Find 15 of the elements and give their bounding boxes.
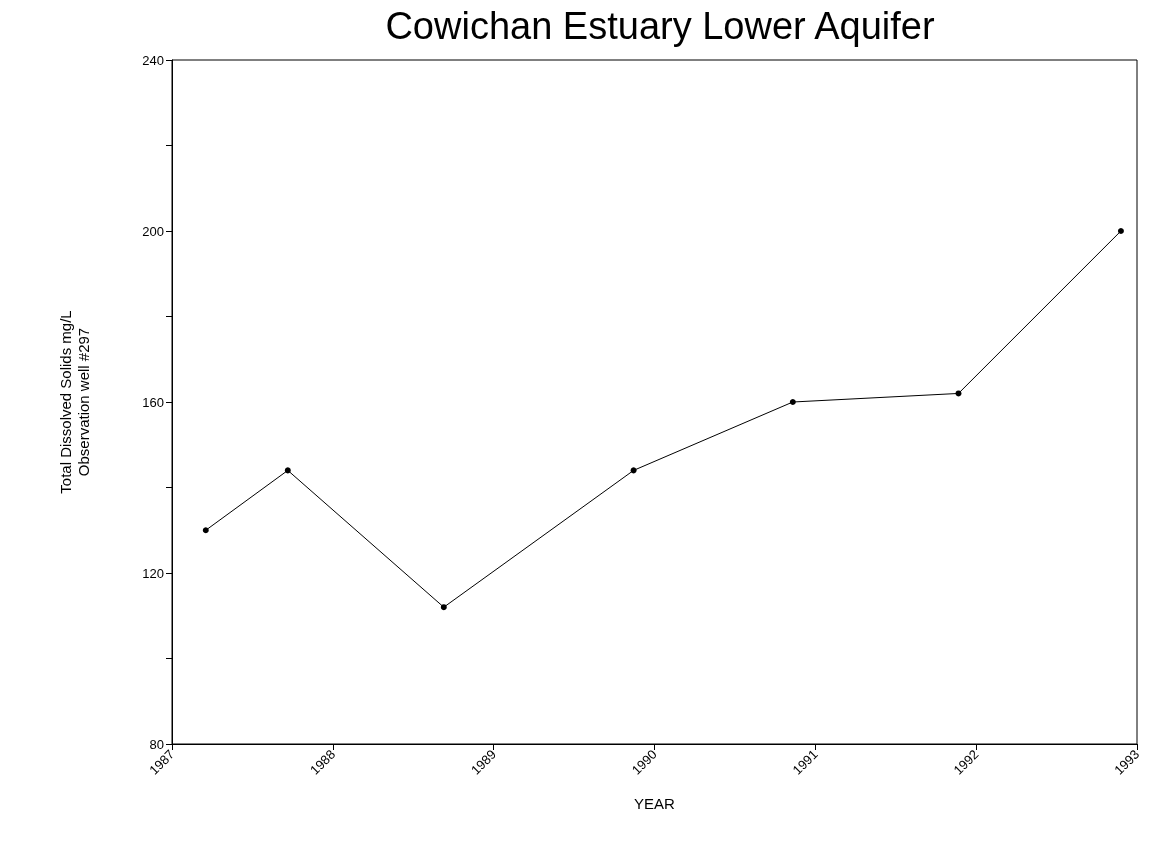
y-tick-label: 240 bbox=[142, 52, 164, 68]
point bbox=[630, 467, 637, 474]
point bbox=[284, 467, 291, 474]
point bbox=[202, 527, 209, 534]
chart-title: Cowichan Estuary Lower Aquifer bbox=[385, 5, 935, 47]
point bbox=[955, 390, 962, 397]
y-tick-label: 120 bbox=[142, 565, 164, 581]
y-tick-label: 160 bbox=[142, 394, 164, 410]
point bbox=[440, 604, 447, 611]
x-axis-title: YEAR bbox=[634, 795, 676, 812]
point bbox=[789, 399, 796, 405]
point bbox=[1117, 228, 1124, 234]
y-axis-title: Total Dissolved Solids mg/L Observation well #297 bbox=[56, 310, 92, 494]
y-tick-label: 80 bbox=[149, 736, 164, 752]
y-tick-label: 200 bbox=[142, 223, 164, 239]
